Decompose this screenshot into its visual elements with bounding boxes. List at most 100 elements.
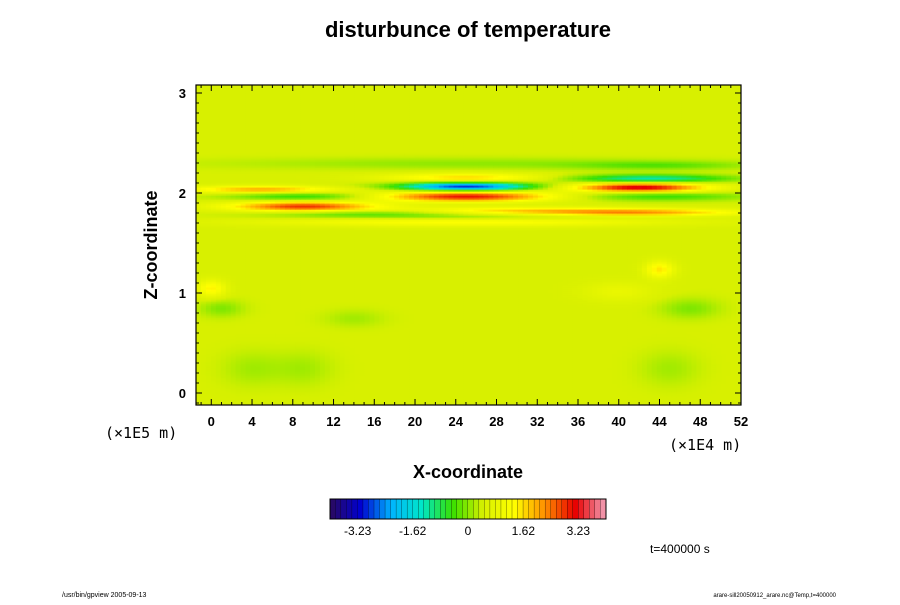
heatmap-cell bbox=[478, 399, 484, 402]
heatmap-cell bbox=[200, 387, 207, 390]
heatmap-cell bbox=[245, 403, 252, 405]
heatmap-cell bbox=[305, 395, 311, 398]
heatmap-cell bbox=[260, 395, 266, 398]
heatmap-cell bbox=[260, 391, 266, 394]
heatmap-cell bbox=[706, 389, 712, 392]
heatmap-cell bbox=[260, 399, 266, 402]
heatmap-cell bbox=[314, 403, 321, 405]
heatmap-cell bbox=[215, 389, 222, 392]
heatmap-cell bbox=[498, 397, 504, 400]
heatmap-cell bbox=[374, 389, 380, 392]
heatmap-cell bbox=[542, 399, 549, 402]
heatmap-cell bbox=[691, 393, 697, 396]
heatmap-cell bbox=[255, 387, 261, 390]
heatmap-cell bbox=[334, 393, 341, 396]
heatmap-cell bbox=[661, 403, 668, 405]
heatmap-cell bbox=[527, 393, 534, 396]
heatmap-cell bbox=[379, 397, 385, 400]
heatmap-cell bbox=[483, 389, 489, 392]
heatmap-cell bbox=[587, 391, 593, 394]
heatmap-cell bbox=[587, 395, 593, 398]
heatmap-cell bbox=[215, 387, 222, 390]
heatmap-cell bbox=[349, 387, 356, 390]
heatmap-cell bbox=[225, 391, 232, 394]
heatmap-cell bbox=[493, 389, 499, 392]
heatmap-cell bbox=[592, 395, 598, 398]
heatmap-cell bbox=[557, 391, 564, 394]
heatmap-cell bbox=[587, 401, 593, 404]
heatmap-cell bbox=[463, 387, 470, 390]
heatmap-cell bbox=[196, 397, 202, 400]
heatmap-cell bbox=[701, 399, 707, 402]
heatmap-cell bbox=[384, 387, 390, 390]
heatmap-cell bbox=[433, 391, 440, 394]
heatmap-cell bbox=[656, 393, 663, 396]
heatmap-cell bbox=[305, 387, 311, 390]
heatmap-cell bbox=[503, 397, 509, 400]
heatmap-cell bbox=[399, 397, 405, 400]
heatmap-cell bbox=[686, 395, 693, 398]
heatmap-cell bbox=[468, 391, 475, 394]
heatmap-cell bbox=[646, 389, 653, 392]
heatmap-cell bbox=[339, 395, 346, 398]
heatmap-cell bbox=[210, 399, 217, 402]
heatmap-cell bbox=[458, 397, 465, 400]
heatmap-cell bbox=[404, 395, 410, 398]
heatmap-cell bbox=[230, 393, 237, 396]
heatmap-cell bbox=[453, 389, 460, 392]
heatmap-cell bbox=[577, 395, 584, 398]
heatmap-cell bbox=[612, 391, 618, 394]
heatmap-cell bbox=[567, 399, 574, 402]
heatmap-cell bbox=[671, 401, 678, 404]
heatmap-cell bbox=[379, 395, 385, 398]
heatmap-cell bbox=[443, 393, 450, 396]
heatmap-cell bbox=[636, 401, 643, 404]
heatmap-cell bbox=[617, 395, 623, 398]
heatmap-cell bbox=[354, 401, 361, 404]
heatmap-cell bbox=[453, 387, 460, 390]
heatmap-cell bbox=[275, 393, 281, 396]
heatmap-cell bbox=[513, 397, 519, 400]
heatmap-cell bbox=[245, 399, 252, 402]
heatmap-cell bbox=[488, 389, 494, 392]
heatmap-cell bbox=[532, 393, 539, 396]
heatmap-cell bbox=[399, 403, 405, 405]
heatmap-cell bbox=[428, 395, 435, 398]
heatmap-cell bbox=[736, 393, 741, 396]
heatmap-cell bbox=[448, 397, 455, 400]
heatmap-cell bbox=[275, 399, 281, 402]
heatmap-cell bbox=[706, 391, 712, 394]
heatmap-cell bbox=[701, 403, 707, 405]
heatmap-cell bbox=[399, 393, 405, 396]
heatmap-cell bbox=[503, 387, 509, 390]
heatmap-cell bbox=[295, 393, 301, 396]
heatmap-cell bbox=[270, 403, 276, 405]
heatmap-cell bbox=[641, 399, 648, 402]
heatmap-cell bbox=[285, 395, 291, 398]
heatmap-cell bbox=[275, 397, 281, 400]
heatmap-cell bbox=[448, 393, 455, 396]
heatmap-cell bbox=[736, 401, 741, 404]
heatmap-cell bbox=[418, 403, 425, 405]
heatmap-cell bbox=[270, 389, 276, 392]
heatmap-cell bbox=[597, 391, 603, 394]
heatmap-cell bbox=[210, 397, 217, 400]
heatmap-cell bbox=[443, 401, 450, 404]
heatmap-cell bbox=[731, 389, 737, 392]
heatmap-cell bbox=[542, 397, 549, 400]
heatmap-cell bbox=[255, 393, 261, 396]
heatmap-cell bbox=[666, 399, 673, 402]
heatmap-cell bbox=[260, 387, 266, 390]
heatmap-cell bbox=[468, 397, 475, 400]
heatmap-cell bbox=[364, 389, 370, 392]
heatmap-cell bbox=[245, 393, 252, 396]
heatmap-cell bbox=[468, 395, 475, 398]
heatmap-cell bbox=[339, 389, 346, 392]
heatmap-cell bbox=[636, 399, 643, 402]
heatmap-cell bbox=[478, 387, 484, 390]
heatmap-cell bbox=[210, 395, 217, 398]
heatmap-cell bbox=[617, 397, 623, 400]
heatmap-cell bbox=[627, 389, 633, 392]
heatmap-cell bbox=[344, 401, 351, 404]
heatmap-cell bbox=[433, 393, 440, 396]
